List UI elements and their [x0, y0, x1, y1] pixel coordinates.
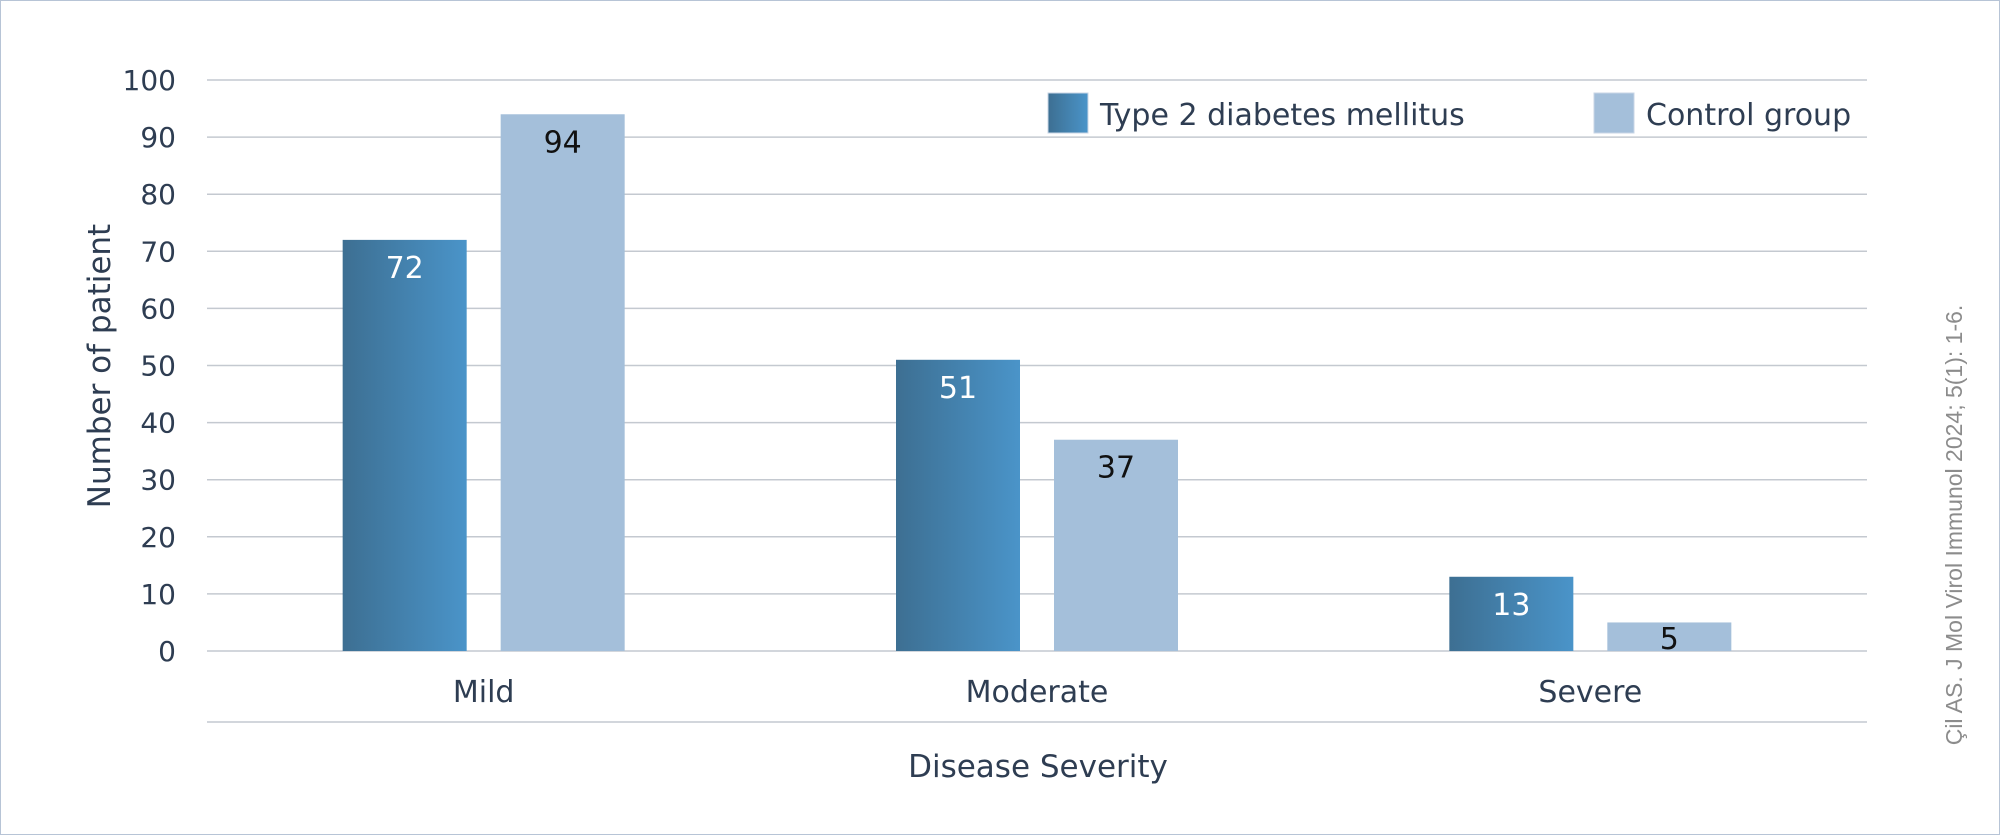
- y-tick-label: 70: [140, 235, 176, 268]
- y-axis-ticks: 0 10 20 30 40 50 60 70 80 90 100: [123, 64, 176, 668]
- bar-mild-control: [500, 114, 625, 651]
- y-tick-label: 30: [140, 464, 176, 497]
- y-tick-label: 80: [140, 178, 176, 211]
- bar-severe-control: [1607, 622, 1732, 651]
- x-category-label: Severe: [1538, 675, 1642, 710]
- y-tick-label: 20: [140, 521, 176, 554]
- y-tick-label: 100: [123, 64, 176, 97]
- y-tick-label: 10: [140, 578, 176, 611]
- gridlines: [207, 79, 1867, 652]
- data-label: 72: [386, 251, 424, 286]
- data-label: 51: [939, 371, 977, 406]
- legend: Type 2 diabetes mellitus Control group: [1047, 92, 1851, 134]
- legend-label: Control group: [1646, 98, 1851, 133]
- x-category-label: Mild: [453, 675, 515, 710]
- y-tick-label: 60: [140, 292, 176, 325]
- bars: [342, 114, 1732, 651]
- bar-severe-diabetes: [1449, 576, 1574, 651]
- data-labels: 72 94 51 37 13 5: [386, 125, 1679, 657]
- y-tick-label: 90: [140, 121, 176, 154]
- bar-mild-diabetes: [342, 239, 467, 651]
- y-tick-label: 50: [140, 350, 176, 383]
- data-label: 5: [1660, 622, 1679, 657]
- y-tick-label: 0: [158, 635, 176, 668]
- x-axis-categories: Mild Moderate Severe: [453, 675, 1642, 710]
- x-axis-title: Disease Severity: [908, 749, 1168, 785]
- y-axis-title: Number of patient: [82, 224, 118, 508]
- bar-moderate-control: [1054, 439, 1178, 651]
- data-label: 37: [1097, 451, 1135, 486]
- bar-moderate-diabetes: [896, 359, 1020, 651]
- legend-swatch: [1593, 92, 1635, 134]
- legend-swatch: [1047, 92, 1089, 134]
- citation-text: Çil AS. J Mol Virol Immunol 2024; 5(1): …: [1941, 305, 1967, 746]
- x-category-label: Moderate: [966, 675, 1109, 710]
- data-label: 13: [1492, 588, 1530, 623]
- y-tick-label: 40: [140, 407, 176, 440]
- legend-label: Type 2 diabetes mellitus: [1099, 98, 1465, 133]
- data-label: 94: [544, 125, 582, 160]
